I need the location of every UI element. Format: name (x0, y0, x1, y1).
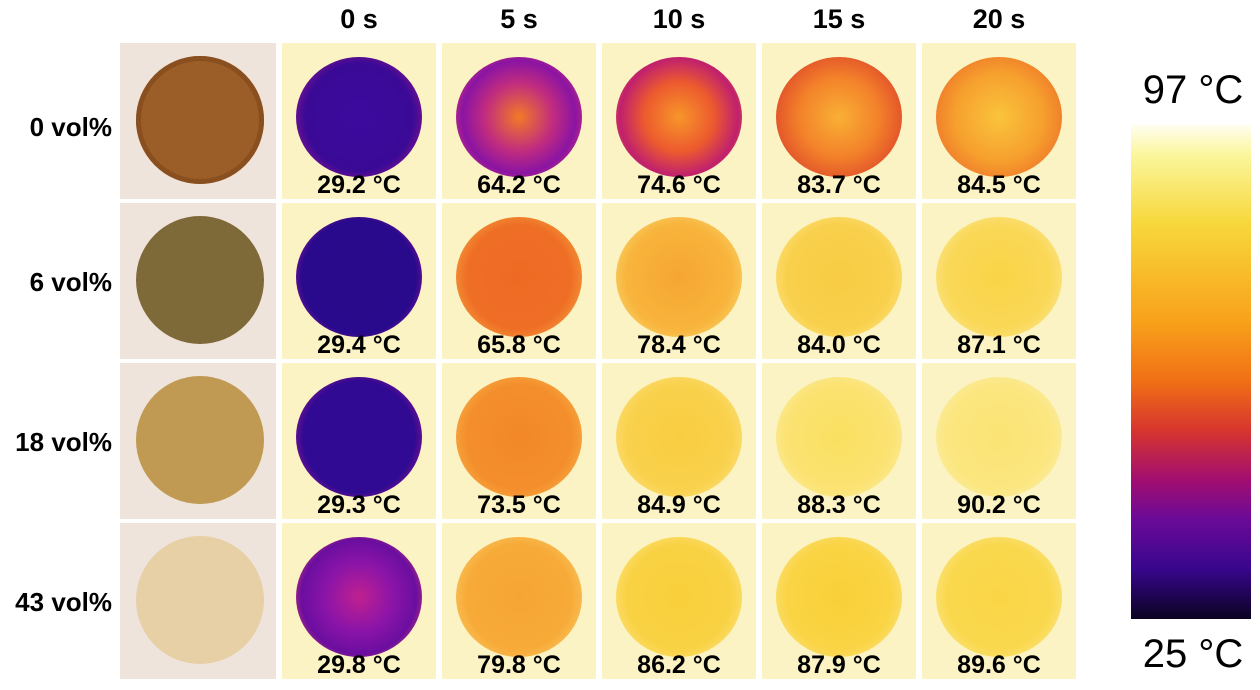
temperature-readout: 64.2 °C (477, 171, 561, 199)
thermal-spot (296, 57, 422, 177)
sample-photo (120, 363, 276, 519)
thermal-image: 89.6 °C (922, 523, 1076, 679)
thermal-spot (616, 377, 742, 497)
temperature-readout: 87.1 °C (957, 331, 1041, 359)
temperature-readout: 74.6 °C (637, 171, 721, 199)
sample-disc (136, 536, 264, 664)
thermal-spot (936, 377, 1062, 497)
thermal-spot (456, 217, 582, 337)
sample-disc (136, 56, 264, 184)
temperature-readout: 79.8 °C (477, 651, 561, 679)
thermal-spot (296, 217, 422, 337)
temperature-readout: 84.0 °C (797, 331, 881, 359)
thermal-image: 84.5 °C (922, 43, 1076, 199)
thermal-image: 79.8 °C (442, 523, 596, 679)
thermal-image: 29.4 °C (282, 203, 436, 359)
temperature-readout: 90.2 °C (957, 491, 1041, 519)
thermal-spot (616, 217, 742, 337)
thermal-spot (456, 537, 582, 657)
thermal-spot (936, 57, 1062, 177)
temperature-readout: 83.7 °C (797, 171, 881, 199)
sample-photo (120, 43, 276, 199)
thermal-image: 87.9 °C (762, 523, 916, 679)
thermal-image: 29.2 °C (282, 43, 436, 199)
thermal-image: 83.7 °C (762, 43, 916, 199)
column-header-20s: 20 s (972, 4, 1026, 34)
temperature-readout: 65.8 °C (477, 331, 561, 359)
thermal-spot (776, 377, 902, 497)
row-label: 0 vol% (29, 112, 112, 142)
column-header-0s: 0 s (340, 4, 378, 34)
thermal-spot (616, 537, 742, 657)
temperature-readout: 86.2 °C (637, 651, 721, 679)
row-label: 43 vol% (15, 587, 112, 617)
temperature-readout: 88.3 °C (797, 491, 881, 519)
thermal-image: 73.5 °C (442, 363, 596, 519)
temperature-readout: 84.5 °C (957, 171, 1041, 199)
temperature-readout: 73.5 °C (477, 491, 561, 519)
temperature-readout: 84.9 °C (637, 491, 721, 519)
row-label: 18 vol% (15, 427, 112, 457)
thermal-image: 88.3 °C (762, 363, 916, 519)
thermal-image: 90.2 °C (922, 363, 1076, 519)
temperature-readout: 78.4 °C (637, 331, 721, 359)
thermal-image: 29.3 °C (282, 363, 436, 519)
sample-photo (120, 203, 276, 359)
scale-min-label: 25 °C (1142, 632, 1244, 676)
scale-max-label: 97 °C (1142, 68, 1244, 112)
column-header-5s: 5 s (500, 4, 538, 34)
thermal-image: 64.2 °C (442, 43, 596, 199)
thermal-spot (776, 537, 902, 657)
temperature-readout: 29.3 °C (317, 491, 401, 519)
temperature-readout: 29.2 °C (317, 171, 401, 199)
temperature-readout: 87.9 °C (797, 651, 881, 679)
column-header-15s: 15 s (812, 4, 866, 34)
column-header-10s: 10 s (652, 4, 706, 34)
thermal-spot (776, 57, 902, 177)
thermal-spot (776, 217, 902, 337)
thermal-spot (616, 57, 742, 177)
temperature-readout: 29.4 °C (317, 331, 401, 359)
temperature-readout: 29.8 °C (317, 651, 401, 679)
thermal-image: 87.1 °C (922, 203, 1076, 359)
thermal-spot (296, 377, 422, 497)
thermal-spot (936, 537, 1062, 657)
thermal-image: 84.9 °C (602, 363, 756, 519)
thermal-image: 78.4 °C (602, 203, 756, 359)
row-label: 6 vol% (29, 267, 112, 297)
thermal-spot (936, 217, 1062, 337)
thermal-image: 74.6 °C (602, 43, 756, 199)
thermal-image: 29.8 °C (282, 523, 436, 679)
thermal-spot (296, 537, 422, 657)
thermal-spot (456, 57, 582, 177)
sample-disc (136, 216, 264, 344)
temperature-readout: 89.6 °C (957, 651, 1041, 679)
thermal-image: 86.2 °C (602, 523, 756, 679)
thermal-spot (456, 377, 582, 497)
color-scale-bar (1131, 124, 1251, 619)
sample-disc (136, 376, 264, 504)
thermal-image: 84.0 °C (762, 203, 916, 359)
sample-photo (120, 523, 276, 679)
thermal-image: 65.8 °C (442, 203, 596, 359)
